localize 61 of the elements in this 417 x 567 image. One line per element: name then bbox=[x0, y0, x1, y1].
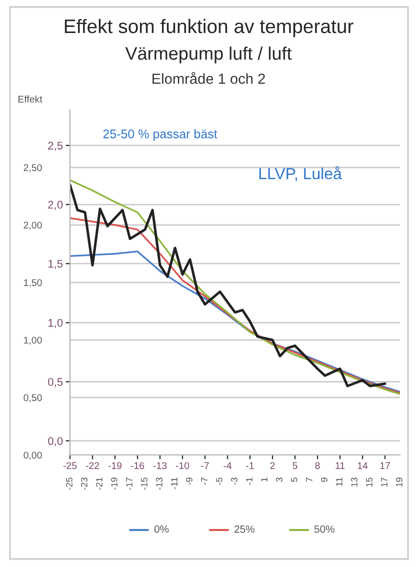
y2-tick-label: 1,5 bbox=[48, 260, 63, 270]
y2-tick-label: 0,0 bbox=[48, 437, 63, 446]
x2-tick-label: -22 bbox=[86, 462, 100, 469]
y2-tick-label: 2,0 bbox=[48, 200, 63, 210]
x-tick-label: -9 bbox=[186, 478, 192, 485]
x2-tick-label: -19 bbox=[108, 462, 122, 470]
y-tick-label: 1,50 bbox=[24, 279, 42, 288]
x-tick-label: 11 bbox=[336, 478, 342, 486]
line-series bbox=[70, 250, 400, 393]
x-tick-label: 7 bbox=[306, 478, 312, 482]
y2-tick-label: 1,0 bbox=[48, 318, 63, 328]
x-tick-label: 15 bbox=[366, 478, 372, 487]
legend-label: 0% bbox=[154, 525, 169, 533]
y2-tick-label: 2,5 bbox=[48, 142, 63, 151]
line-series bbox=[70, 217, 400, 394]
x-tick-label: -19 bbox=[111, 478, 118, 490]
chart-subtitle: Värmepump luft / luft bbox=[125, 46, 292, 64]
text: Elområde 1 och 2 bbox=[152, 72, 265, 84]
legend-label: 50% bbox=[314, 525, 334, 533]
x-tick-label: 5 bbox=[291, 478, 298, 482]
x2-tick-label: 5 bbox=[292, 462, 298, 470]
y-tick-label: 1,00 bbox=[24, 336, 42, 345]
x-tick-label: -11 bbox=[171, 478, 178, 490]
y-tick-label: 0,50 bbox=[24, 394, 42, 402]
x-tick-label: -7 bbox=[201, 478, 208, 485]
y-axis-title: Effekt bbox=[18, 95, 42, 103]
y-tick-label: 2,50 bbox=[24, 164, 42, 172]
annotation: 25-50 % passar bäst bbox=[103, 129, 218, 141]
x2-tick-label: -10 bbox=[176, 462, 190, 470]
x-tick-label: 17 bbox=[381, 478, 388, 487]
x-tick-label: 1 bbox=[261, 478, 268, 482]
x2-tick-label: 8 bbox=[315, 462, 320, 470]
x-tick-label: -23 bbox=[81, 478, 88, 490]
x-tick-label: 19 bbox=[396, 478, 402, 487]
x2-tick-label: -1 bbox=[246, 462, 254, 469]
chart-title: Effekt som funktion av temperatur bbox=[64, 18, 354, 38]
x2-tick-label: -4 bbox=[224, 462, 232, 469]
x2-tick-label: 17 bbox=[380, 462, 390, 469]
x-tick-label: 9 bbox=[321, 478, 328, 482]
x-tick-label: -15 bbox=[141, 478, 148, 490]
x-tick-label: -13 bbox=[156, 478, 162, 490]
x-tick-label: -1 bbox=[246, 478, 252, 485]
y-tick-label: 2,00 bbox=[24, 222, 42, 230]
x2-tick-label: 2 bbox=[270, 462, 275, 469]
x-tick-label: -3 bbox=[231, 478, 238, 485]
x-tick-label: -21 bbox=[96, 478, 102, 490]
x2-tick-label: 11 bbox=[336, 462, 345, 469]
x2-tick-label: -13 bbox=[153, 462, 167, 470]
x-tick-label: -17 bbox=[126, 478, 132, 490]
legend-label: 25% bbox=[234, 525, 254, 533]
annotation: LLVP, Luleå bbox=[259, 166, 342, 182]
x2-tick-label: 14 bbox=[358, 462, 368, 469]
y2-tick-label: 0,5 bbox=[48, 378, 63, 388]
x-tick-label: 3 bbox=[276, 478, 282, 482]
y-tick-label: 0,00 bbox=[24, 452, 42, 460]
x-tick-label: -5 bbox=[216, 478, 222, 485]
x-tick-label: -25 bbox=[66, 478, 72, 490]
x-tick-label: 13 bbox=[351, 478, 358, 487]
x2-tick-label: -25 bbox=[63, 462, 77, 470]
x2-tick-label: -16 bbox=[130, 462, 144, 470]
x2-tick-label: -7 bbox=[201, 462, 209, 469]
